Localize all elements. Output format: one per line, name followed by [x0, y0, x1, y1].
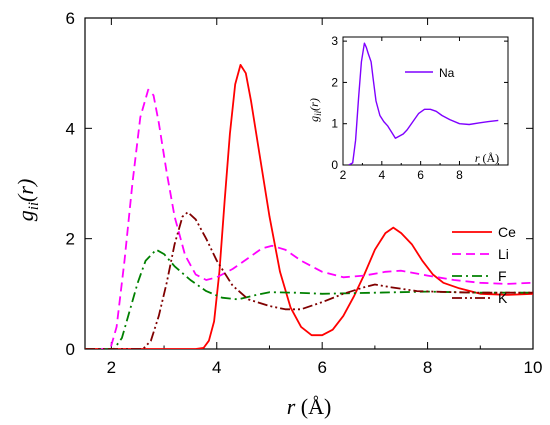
- inset-y-axis-label-sub: ii: [313, 110, 323, 116]
- main-y-tick-label-0: 0: [66, 340, 75, 359]
- inset-x-tick-label-3: 8: [456, 168, 463, 182]
- main-y-tick-label-2: 4: [66, 119, 75, 138]
- inset-y-tick-label-0: 0: [331, 158, 338, 172]
- inset-y-tick-label-3: 3: [331, 34, 338, 48]
- series-line-li: [85, 88, 533, 349]
- x-axis-label-var: r: [287, 394, 296, 419]
- inset-y-axis-label-var: g: [307, 116, 321, 122]
- main-series-group: [85, 64, 533, 349]
- series-line-f: [85, 248, 533, 349]
- legend-label-k: K: [498, 290, 508, 306]
- inset-y-axis-label: gii(r): [307, 98, 323, 122]
- legend-label-li: Li: [498, 246, 509, 262]
- inset-y-tick-label-1: 1: [331, 117, 338, 131]
- x-axis-label-unit: (Å): [295, 394, 331, 419]
- inset-y-axis-label-arg: (r): [307, 98, 321, 111]
- y-axis-label: gii(r): [13, 179, 42, 222]
- series-line-na: [348, 42, 499, 165]
- legend-label-ce: Ce: [498, 224, 516, 240]
- legend-label-f: F: [498, 268, 507, 284]
- main-x-tick-label-2: 6: [317, 358, 326, 377]
- series-line-k: [85, 211, 533, 349]
- inset-series-group: [348, 42, 499, 165]
- main-x-tick-label-0: 2: [107, 358, 116, 377]
- main-x-tick-label-4: 10: [524, 358, 543, 377]
- inset-x-tick-label-0: 2: [340, 168, 347, 182]
- inset-x-axis-label-var: r: [475, 151, 480, 165]
- y-axis-label-var: g: [13, 210, 38, 221]
- main-x-tick-label-1: 4: [212, 358, 221, 377]
- inset-x-axis-label-unit: (Å): [480, 151, 500, 165]
- main-legend: Ce Li FK: [452, 224, 516, 306]
- main-plot-area: [85, 64, 533, 349]
- inset-legend: Na: [405, 66, 455, 80]
- y-axis-label-sub: ii: [26, 202, 42, 210]
- main-plot-frame: [84, 17, 534, 350]
- main-y-tick-label-3: 6: [66, 9, 75, 28]
- main-y-tick-label-1: 2: [66, 230, 75, 249]
- series-line-ce: [85, 64, 533, 349]
- y-axis-label-arg: (r): [13, 179, 38, 202]
- inset-ticks: 2 4 6 8 0 1 2 3: [331, 34, 508, 182]
- inset-x-tick-label-1: 4: [378, 168, 385, 182]
- inset-y-tick-label-2: 2: [331, 75, 338, 89]
- x-axis-label: r (Å): [287, 394, 332, 419]
- main-x-tick-label-3: 8: [423, 358, 432, 377]
- inset-x-tick-label-2: 6: [417, 168, 424, 182]
- legend-label-na: Na: [439, 66, 455, 80]
- inset-x-axis-label: r (Å): [475, 151, 499, 165]
- inset-plot-frame: [342, 36, 509, 166]
